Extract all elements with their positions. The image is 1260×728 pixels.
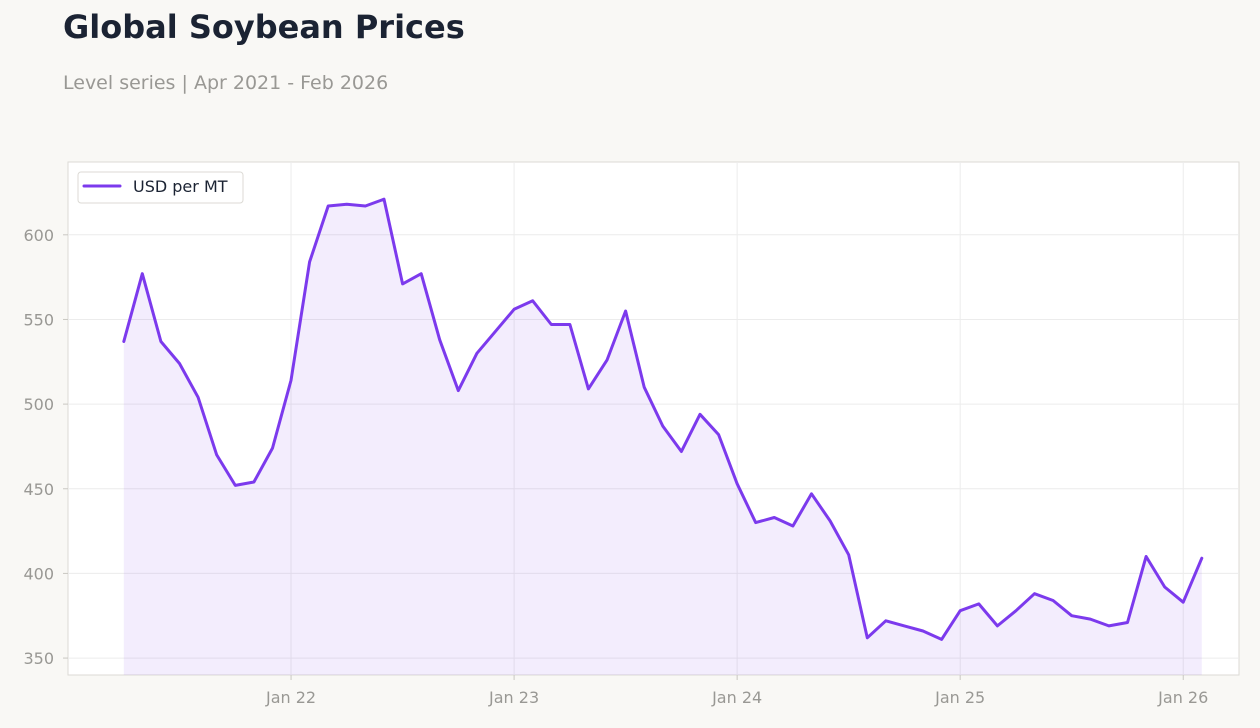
data-point: [215, 453, 219, 457]
x-tick-label: Jan 23: [488, 688, 539, 707]
y-tick-label: 450: [23, 480, 54, 499]
data-point: [122, 340, 126, 344]
data-point: [605, 358, 609, 362]
y-tick-label: 500: [23, 395, 54, 414]
data-point: [1107, 624, 1111, 628]
data-point: [698, 412, 702, 416]
data-point: [1144, 555, 1148, 559]
data-point: [140, 272, 144, 276]
data-point: [568, 323, 572, 327]
data-point: [1051, 599, 1055, 603]
data-point: [847, 553, 851, 557]
data-point: [995, 624, 999, 628]
chart-title: Global Soybean Prices: [63, 8, 465, 46]
data-point: [772, 516, 776, 520]
data-point: [586, 387, 590, 391]
legend-label: USD per MT: [133, 177, 228, 196]
data-point: [1070, 614, 1074, 618]
data-point: [1126, 621, 1130, 625]
y-tick-label: 350: [23, 649, 54, 668]
data-point: [252, 480, 256, 484]
data-point: [828, 519, 832, 523]
data-point: [419, 272, 423, 276]
data-point: [531, 299, 535, 303]
x-tick-label: Jan 26: [1157, 688, 1208, 707]
y-tick-label: 400: [23, 564, 54, 583]
data-point: [679, 450, 683, 454]
data-point: [382, 197, 386, 201]
data-point: [475, 351, 479, 355]
data-point: [549, 323, 553, 327]
data-point: [1088, 617, 1092, 621]
data-point: [791, 524, 795, 528]
y-tick-label: 550: [23, 310, 54, 329]
data-point: [196, 395, 200, 399]
data-point: [178, 362, 182, 366]
x-tick-label: Jan 24: [711, 688, 762, 707]
legend-box: [77, 171, 244, 204]
data-point: [438, 338, 442, 342]
series-area-fill: [123, 199, 1202, 675]
data-point: [884, 619, 888, 623]
chart-subtitle: Level series | Apr 2021 - Feb 2026: [63, 72, 389, 94]
data-point: [456, 389, 460, 393]
y-axis: 350 400 450 500 550 600: [23, 226, 68, 668]
data-point: [661, 424, 665, 428]
data-point: [326, 204, 330, 208]
data-point: [921, 629, 925, 633]
legend: USD per MT: [77, 171, 244, 204]
data-point: [363, 204, 367, 208]
data-point: [958, 609, 962, 613]
data-point: [902, 624, 906, 628]
x-tick-label: Jan 22: [265, 688, 316, 707]
data-point: [642, 385, 646, 389]
data-point: [271, 446, 275, 450]
data-point: [159, 340, 163, 344]
data-point: [512, 307, 516, 311]
data-point: [940, 637, 944, 641]
data-point: [401, 282, 405, 286]
data-point: [1014, 609, 1018, 613]
data-point: [289, 378, 293, 382]
series-line-usd-per-mt: [122, 197, 1204, 641]
y-tick-label: 600: [23, 226, 54, 245]
data-point: [754, 521, 758, 525]
data-point: [1181, 600, 1185, 604]
data-point: [810, 492, 814, 496]
plot-area: [67, 161, 1240, 676]
data-point: [345, 202, 349, 206]
data-point: [1200, 556, 1204, 560]
x-tick-label: Jan 25: [934, 688, 985, 707]
data-point: [494, 329, 498, 333]
data-point: [624, 309, 628, 313]
data-point: [977, 602, 981, 606]
data-point: [1033, 592, 1037, 596]
data-point: [865, 636, 869, 640]
data-point: [233, 483, 237, 487]
data-point: [1163, 585, 1167, 589]
x-axis: Jan 22 Jan 23 Jan 24 Jan 25 Jan 26: [265, 675, 1208, 707]
data-point: [717, 433, 721, 437]
data-point: [735, 482, 739, 486]
data-point: [308, 260, 312, 264]
